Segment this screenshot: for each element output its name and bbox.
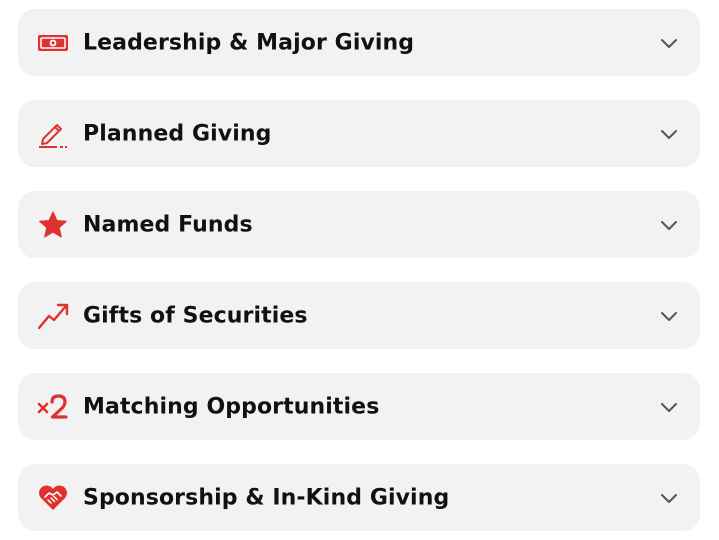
accordion-item-label: Sponsorship & In-Kind Giving	[83, 485, 450, 510]
chevron-down-icon[interactable]	[660, 37, 678, 49]
pen-signature-icon	[37, 118, 69, 150]
accordion-item-gifts-of-securities[interactable]: Gifts of Securities	[18, 282, 700, 349]
times-two-icon	[37, 391, 69, 423]
chevron-down-icon[interactable]	[660, 219, 678, 231]
chevron-down-icon[interactable]	[660, 401, 678, 413]
heart-handshake-icon	[37, 482, 69, 514]
accordion-item-label: Matching Opportunities	[83, 394, 380, 419]
accordion-item-label: Gifts of Securities	[83, 303, 308, 328]
accordion-item-label: Leadership & Major Giving	[83, 30, 415, 55]
trend-up-icon	[37, 300, 69, 332]
chevron-down-icon[interactable]	[660, 310, 678, 322]
chevron-down-icon[interactable]	[660, 128, 678, 140]
star-icon	[37, 209, 69, 241]
accordion-item-leadership-major-giving[interactable]: Leadership & Major Giving	[18, 9, 700, 76]
accordion-item-label: Named Funds	[83, 212, 253, 237]
accordion-item-planned-giving[interactable]: Planned Giving	[18, 100, 700, 167]
money-bill-icon	[37, 27, 69, 59]
accordion-item-sponsorship-in-kind-giving[interactable]: Sponsorship & In-Kind Giving	[18, 464, 700, 531]
accordion-item-label: Planned Giving	[83, 121, 272, 146]
accordion-item-named-funds[interactable]: Named Funds	[18, 191, 700, 258]
chevron-down-icon[interactable]	[660, 492, 678, 504]
giving-options-accordion: Leadership & Major Giving Planned Giving…	[18, 9, 700, 531]
accordion-item-matching-opportunities[interactable]: Matching Opportunities	[18, 373, 700, 440]
